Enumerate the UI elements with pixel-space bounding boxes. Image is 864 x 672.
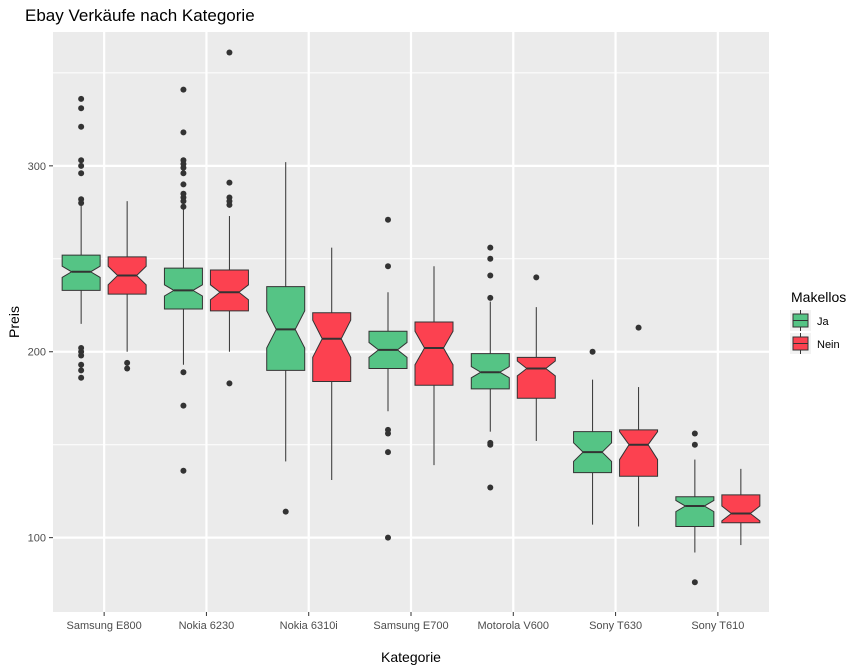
outlier-point <box>385 430 391 437</box>
outlier-point <box>78 105 85 112</box>
outlier-point <box>180 170 187 177</box>
box-body <box>414 321 454 386</box>
outlier-point <box>180 198 187 205</box>
legend-label: Ja <box>817 316 830 328</box>
x-tick-label: Sony T610 <box>691 620 744 632</box>
y-axis-label: Preis <box>6 306 22 338</box>
outlier-point <box>180 129 187 136</box>
y-tick-label: 100 <box>28 533 46 545</box>
box-nein-2 <box>312 247 352 481</box>
box-nein-5 <box>619 324 659 527</box>
outlier-point <box>180 369 187 376</box>
outlier-point <box>180 86 187 93</box>
outlier-point <box>533 274 540 281</box>
outlier-point <box>226 49 233 56</box>
outlier-point <box>282 508 289 515</box>
y-axis: 100 200 300 <box>28 161 53 545</box>
outlier-point <box>589 348 596 355</box>
outlier-point <box>385 216 391 223</box>
legend-entry-ja: Ja <box>790 310 830 331</box>
x-tick-label: Samsung E800 <box>67 620 142 632</box>
box-nein-6 <box>721 468 761 546</box>
outlier-point <box>385 449 391 456</box>
outlier-point <box>385 263 391 270</box>
outlier-point <box>78 162 85 169</box>
outlier-point <box>487 255 494 262</box>
outlier-point <box>487 484 494 491</box>
outlier-point <box>180 467 187 474</box>
outlier-point <box>691 441 698 448</box>
box-body <box>163 267 203 310</box>
outlier-point <box>226 179 233 186</box>
y-tick-label: 300 <box>28 161 46 173</box>
box-nein-0 <box>107 201 147 372</box>
box-ja-5 <box>573 348 613 525</box>
grid-major <box>53 32 769 612</box>
box-body <box>675 496 715 527</box>
box-ja-3 <box>368 216 408 541</box>
outlier-point <box>78 200 85 207</box>
box-body <box>312 312 352 382</box>
outlier-point <box>487 294 494 301</box>
box-ja-0 <box>61 95 101 381</box>
outlier-point <box>385 534 391 541</box>
outlier-point <box>78 170 85 177</box>
outlier-point <box>487 244 494 251</box>
legend-entries: Ja Nein <box>790 310 840 354</box>
outlier-point <box>487 272 494 279</box>
outlier-point <box>180 203 187 210</box>
box-nein-1 <box>209 49 249 387</box>
box-body <box>209 269 249 312</box>
outlier-point <box>124 359 131 366</box>
outlier-point <box>691 579 698 586</box>
outlier-point <box>78 352 85 359</box>
x-tick-label: Nokia 6310i <box>280 620 338 632</box>
outlier-point <box>635 324 642 331</box>
legend: Makellos Ja Nein <box>790 289 846 354</box>
outlier-point <box>180 402 187 409</box>
x-tick-label: Sony T630 <box>589 620 642 632</box>
boxes <box>61 49 761 586</box>
box-ja-1 <box>163 86 203 474</box>
outlier-point <box>226 380 233 387</box>
box-ja-6 <box>675 430 715 586</box>
outlier-point <box>78 374 85 381</box>
x-axis-label: Kategorie <box>381 649 441 665</box>
outlier-point <box>78 95 85 102</box>
legend-label: Nein <box>817 339 840 351</box>
x-tick-label: Motorola V600 <box>478 620 550 632</box>
box-nein-3 <box>414 266 454 466</box>
outlier-point <box>78 123 85 130</box>
x-axis: Samsung E800 Nokia 6230 Nokia 6310i Samsung… <box>67 612 744 632</box>
outlier-point <box>691 430 698 437</box>
legend-title: Makellos <box>791 289 846 305</box>
y-tick-label: 200 <box>28 347 46 359</box>
box-ja-4 <box>470 244 510 491</box>
outlier-point <box>78 367 85 374</box>
outlier-point <box>226 201 233 208</box>
outlier-point <box>78 157 85 164</box>
x-tick-label: Nokia 6230 <box>179 620 235 632</box>
box-body <box>619 429 659 477</box>
outlier-point <box>487 441 494 448</box>
legend-entry-nein: Nein <box>790 333 840 354</box>
box-body <box>516 356 556 399</box>
chart-title: Ebay Verkäufe nach Kategorie <box>25 6 255 25</box>
outlier-point <box>124 365 131 372</box>
outlier-point <box>180 164 187 171</box>
outlier-point <box>180 181 187 188</box>
x-tick-label: Samsung E700 <box>373 620 448 632</box>
box-nein-4 <box>516 274 556 441</box>
outlier-point <box>78 361 85 368</box>
box-ja-2 <box>266 162 306 515</box>
box-body <box>721 494 761 524</box>
